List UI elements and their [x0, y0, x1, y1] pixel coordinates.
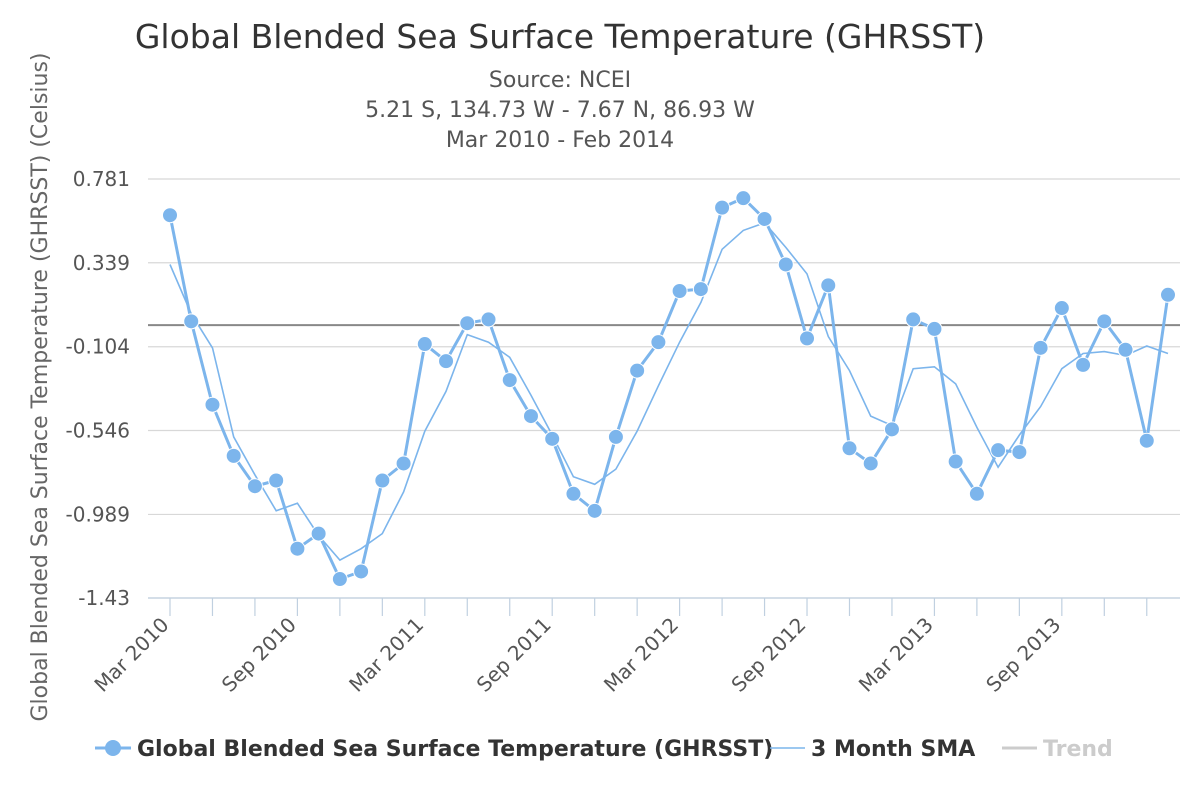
y-axis-ticks: 0.781 0.339 -0.104 -0.546 -0.989 -1.43 — [66, 167, 130, 610]
data-point[interactable] — [968, 485, 985, 502]
data-point[interactable] — [883, 421, 900, 438]
y-axis-label: Global Blended Sea Surface Temperature (… — [28, 52, 53, 721]
data-point[interactable] — [310, 525, 327, 542]
data-point[interactable] — [650, 334, 667, 351]
y-tick-label: 0.781 — [73, 167, 130, 191]
data-point[interactable] — [1117, 341, 1134, 358]
data-point[interactable] — [565, 485, 582, 502]
x-tick-label: Mar 2010 — [89, 613, 173, 697]
data-point[interactable] — [501, 372, 518, 389]
y-tick-label: -1.43 — [78, 586, 130, 610]
data-point[interactable] — [714, 199, 731, 216]
x-tick-label: Mar 2012 — [599, 613, 683, 697]
x-tick-label: Sep 2011 — [472, 613, 556, 697]
chart-title: Global Blended Sea Surface Temperature (… — [135, 17, 985, 56]
y-tick-label: -0.989 — [66, 502, 130, 526]
chart-subtitle-region: 5.21 S, 134.73 W - 7.67 N, 86.93 W — [365, 98, 755, 123]
x-tick-label: Sep 2012 — [726, 613, 810, 697]
data-point[interactable] — [692, 281, 709, 298]
legend-label-ghrsst: Global Blended Sea Surface Temperature (… — [137, 737, 773, 762]
data-point[interactable] — [522, 408, 539, 425]
data-point[interactable] — [607, 428, 624, 445]
data-point[interactable] — [225, 447, 242, 464]
data-point[interactable] — [820, 277, 837, 294]
data-point[interactable] — [268, 472, 285, 489]
data-point[interactable] — [1160, 286, 1176, 303]
data-point[interactable] — [438, 353, 455, 370]
data-point[interactable] — [289, 540, 306, 557]
chart-subtitle-source: Source: NCEI — [489, 68, 631, 93]
data-point[interactable] — [799, 330, 816, 347]
data-point[interactable] — [246, 478, 263, 495]
data-point[interactable] — [459, 315, 476, 332]
data-point[interactable] — [204, 396, 221, 413]
series-line-sma — [169, 221, 1169, 562]
legend-item-trend[interactable]: Trend — [1002, 737, 1113, 762]
x-tick-label: Mar 2013 — [854, 613, 938, 697]
data-point[interactable] — [1011, 444, 1028, 461]
data-point[interactable] — [480, 311, 497, 328]
legend-item-sma[interactable]: 3 Month SMA — [770, 737, 975, 762]
data-point[interactable] — [947, 453, 964, 470]
series-layer — [162, 190, 1176, 588]
x-axis: Mar 2010 Sep 2010 Mar 2011 Sep 2011 Mar 2012… — [89, 597, 1180, 697]
legend-label-trend: Trend — [1043, 737, 1113, 762]
x-tick-label: Mar 2011 — [344, 613, 428, 697]
data-point[interactable] — [1096, 313, 1113, 330]
y-tick-label: -0.104 — [66, 335, 130, 359]
data-point[interactable] — [629, 362, 646, 379]
data-point[interactable] — [926, 320, 943, 337]
data-point[interactable] — [353, 563, 370, 580]
data-point[interactable] — [990, 442, 1007, 459]
legend-label-sma: 3 Month SMA — [811, 737, 975, 762]
y-tick-label: 0.339 — [73, 251, 130, 275]
data-point[interactable] — [1138, 432, 1155, 449]
series-line-ghrsst — [168, 196, 1170, 581]
data-point[interactable] — [1075, 356, 1092, 373]
legend-marker-ghrsst — [105, 740, 121, 756]
data-point[interactable] — [395, 455, 412, 472]
data-point[interactable] — [862, 455, 879, 472]
data-point[interactable] — [841, 440, 858, 457]
data-point[interactable] — [162, 207, 178, 224]
data-point[interactable] — [586, 502, 603, 519]
data-point[interactable] — [331, 571, 348, 588]
data-point[interactable] — [374, 472, 391, 489]
data-point[interactable] — [1032, 339, 1049, 356]
data-point[interactable] — [905, 311, 922, 328]
x-tick-label: Sep 2013 — [981, 613, 1065, 697]
data-point[interactable] — [777, 256, 794, 273]
data-point[interactable] — [671, 282, 688, 299]
data-point[interactable] — [1053, 300, 1070, 317]
x-tick-label: Sep 2010 — [217, 613, 301, 697]
y-tick-label: -0.546 — [66, 418, 130, 442]
legend-item-ghrsst[interactable]: Global Blended Sea Surface Temperature (… — [95, 737, 773, 762]
grid-lines — [148, 178, 1180, 599]
data-point[interactable] — [544, 430, 561, 447]
chart-subtitle-period: Mar 2010 - Feb 2014 — [446, 128, 674, 153]
data-point[interactable] — [416, 336, 433, 353]
data-point[interactable] — [183, 313, 200, 330]
legend: Global Blended Sea Surface Temperature (… — [95, 737, 1113, 762]
data-point[interactable] — [735, 190, 752, 207]
data-point[interactable] — [756, 210, 773, 227]
